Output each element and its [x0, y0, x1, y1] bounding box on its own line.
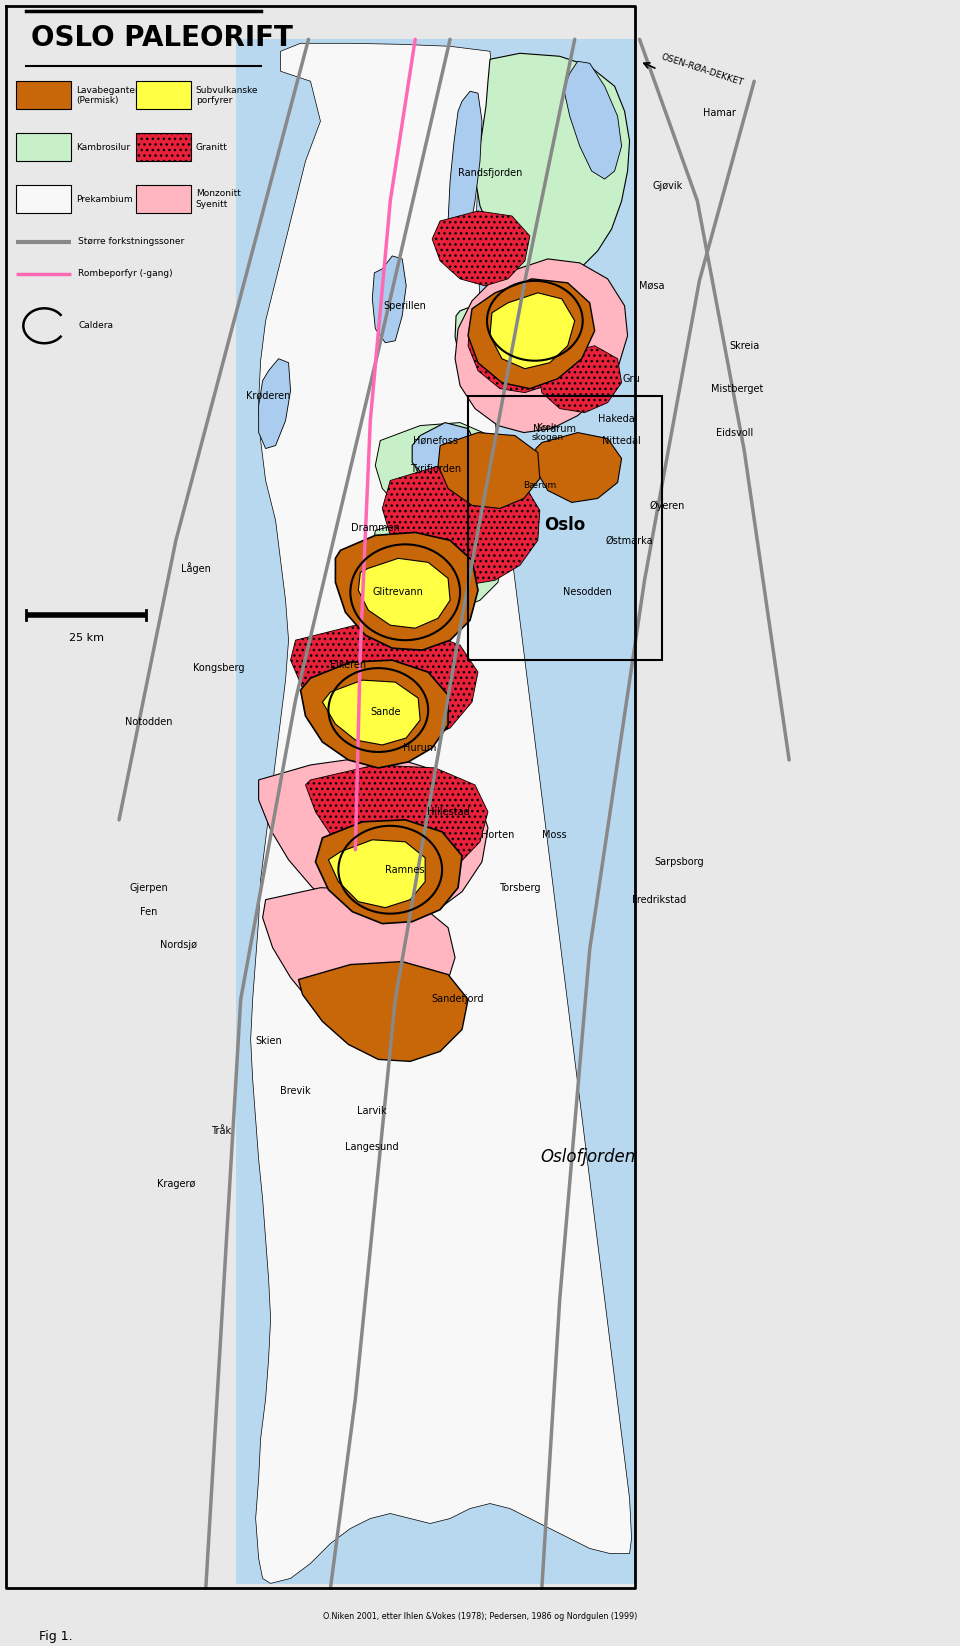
Text: Oslo: Oslo	[544, 517, 586, 535]
Text: Mistberget: Mistberget	[711, 384, 763, 393]
Polygon shape	[300, 660, 448, 769]
FancyBboxPatch shape	[7, 3, 635, 63]
Text: Bærum: Bærum	[523, 481, 557, 491]
Polygon shape	[412, 423, 478, 482]
Text: Notodden: Notodden	[125, 718, 173, 728]
Text: Sandefjord: Sandefjord	[432, 994, 484, 1004]
Text: Nesodden: Nesodden	[564, 588, 612, 597]
FancyBboxPatch shape	[16, 184, 71, 212]
Text: Larvik: Larvik	[357, 1106, 387, 1116]
Polygon shape	[375, 423, 505, 528]
Text: Eidsvoll: Eidsvoll	[715, 428, 753, 438]
Text: Gru: Gru	[623, 374, 640, 384]
Text: Hakedal: Hakedal	[598, 413, 637, 423]
Polygon shape	[490, 293, 575, 369]
Polygon shape	[535, 433, 621, 502]
Polygon shape	[258, 757, 488, 922]
Text: Skreia: Skreia	[729, 341, 759, 351]
FancyBboxPatch shape	[136, 81, 191, 109]
Text: Granitt: Granitt	[196, 143, 228, 151]
Polygon shape	[538, 346, 621, 413]
FancyBboxPatch shape	[136, 184, 191, 212]
Polygon shape	[476, 53, 630, 286]
Text: Gjøvik: Gjøvik	[653, 181, 683, 191]
Text: Lågen: Lågen	[180, 563, 211, 574]
Text: Nordsjø: Nordsjø	[160, 940, 198, 950]
Polygon shape	[372, 255, 406, 342]
Text: Caldera: Caldera	[78, 321, 113, 331]
Text: Krøderen: Krøderen	[247, 390, 291, 400]
Polygon shape	[455, 258, 628, 433]
Text: Prekambium: Prekambium	[76, 194, 132, 204]
Polygon shape	[448, 91, 482, 262]
Text: Hønefoss: Hønefoss	[413, 436, 458, 446]
Polygon shape	[468, 309, 572, 393]
Text: Øyeren: Øyeren	[650, 500, 685, 510]
Polygon shape	[468, 278, 594, 388]
Polygon shape	[372, 518, 502, 611]
Polygon shape	[328, 839, 425, 907]
Text: Langesund: Langesund	[346, 1142, 399, 1152]
Polygon shape	[335, 532, 478, 650]
Text: Lavabeganter
(Permisk): Lavabeganter (Permisk)	[76, 86, 139, 105]
Polygon shape	[263, 887, 455, 1034]
Text: Ramnes: Ramnes	[386, 864, 425, 874]
Polygon shape	[291, 625, 478, 746]
Text: Monzonitt
Syenitt: Monzonitt Syenitt	[196, 189, 241, 209]
Text: Glitrevann: Glitrevann	[372, 588, 423, 597]
Text: Større forkstningssoner: Større forkstningssoner	[78, 237, 184, 247]
Text: 25 km: 25 km	[69, 634, 104, 644]
Text: Fredrikstad: Fredrikstad	[633, 895, 686, 905]
FancyBboxPatch shape	[236, 40, 635, 1585]
Polygon shape	[455, 291, 598, 416]
Text: Fig 1.: Fig 1.	[39, 1630, 73, 1643]
FancyBboxPatch shape	[16, 81, 71, 109]
FancyBboxPatch shape	[136, 133, 191, 161]
Polygon shape	[316, 820, 462, 923]
Text: Sande: Sande	[370, 708, 400, 718]
Text: Oslofjorden: Oslofjorden	[540, 1149, 636, 1167]
Text: Moss: Moss	[542, 830, 567, 839]
Text: Kragerø: Kragerø	[156, 1179, 195, 1188]
Text: Hurum: Hurum	[403, 742, 437, 752]
Text: Tråk: Tråk	[210, 1126, 230, 1136]
Text: Nittedal: Nittedal	[602, 436, 641, 446]
Text: O.Niken 2001, etter Ihlen &Vokes (1978); Pedersen, 1986 og Nordgulen (1999): O.Niken 2001, etter Ihlen &Vokes (1978);…	[323, 1611, 637, 1621]
Text: Kongsberg: Kongsberg	[193, 663, 245, 673]
Polygon shape	[299, 961, 468, 1062]
Text: OSEN-RØA-DEKKET: OSEN-RØA-DEKKET	[660, 51, 744, 87]
Text: Tyrifjorden: Tyrifjorden	[410, 464, 461, 474]
Text: Rombeporfyr (-gang): Rombeporfyr (-gang)	[78, 270, 173, 278]
Polygon shape	[323, 680, 420, 746]
Text: Sperillen: Sperillen	[384, 301, 426, 311]
Text: Hamar: Hamar	[703, 109, 735, 119]
Polygon shape	[358, 558, 450, 629]
Text: OSLO PALEORIFT: OSLO PALEORIFT	[32, 25, 293, 53]
Polygon shape	[432, 211, 530, 286]
Text: Møsa: Møsa	[638, 281, 664, 291]
Polygon shape	[564, 61, 621, 179]
Text: Subvulkanske
porfyrer: Subvulkanske porfyrer	[196, 86, 258, 105]
Text: Brevik: Brevik	[280, 1086, 311, 1096]
Polygon shape	[382, 466, 540, 586]
Text: Horten: Horten	[481, 830, 515, 839]
Polygon shape	[305, 765, 488, 877]
Text: Torsberg: Torsberg	[499, 882, 540, 892]
Text: Drammen: Drammen	[350, 523, 399, 533]
Text: Kambrosilur: Kambrosilur	[76, 143, 131, 151]
Text: Gjerpen: Gjerpen	[130, 882, 168, 892]
Text: Sarpsborg: Sarpsborg	[655, 858, 705, 867]
Text: Østmarka: Østmarka	[606, 535, 654, 545]
Text: Eikeren: Eikeren	[330, 660, 367, 670]
FancyBboxPatch shape	[16, 133, 71, 161]
Polygon shape	[251, 43, 632, 1583]
Text: Hillestad: Hillestad	[426, 807, 469, 816]
Text: Randsfjorden: Randsfjorden	[458, 168, 522, 178]
Polygon shape	[438, 433, 540, 509]
Text: Krok-
skogen: Krok- skogen	[532, 423, 564, 443]
Polygon shape	[258, 359, 291, 449]
Text: Skien: Skien	[255, 1037, 282, 1047]
Text: Fen: Fen	[140, 907, 157, 917]
Text: Nordrum: Nordrum	[534, 423, 576, 433]
